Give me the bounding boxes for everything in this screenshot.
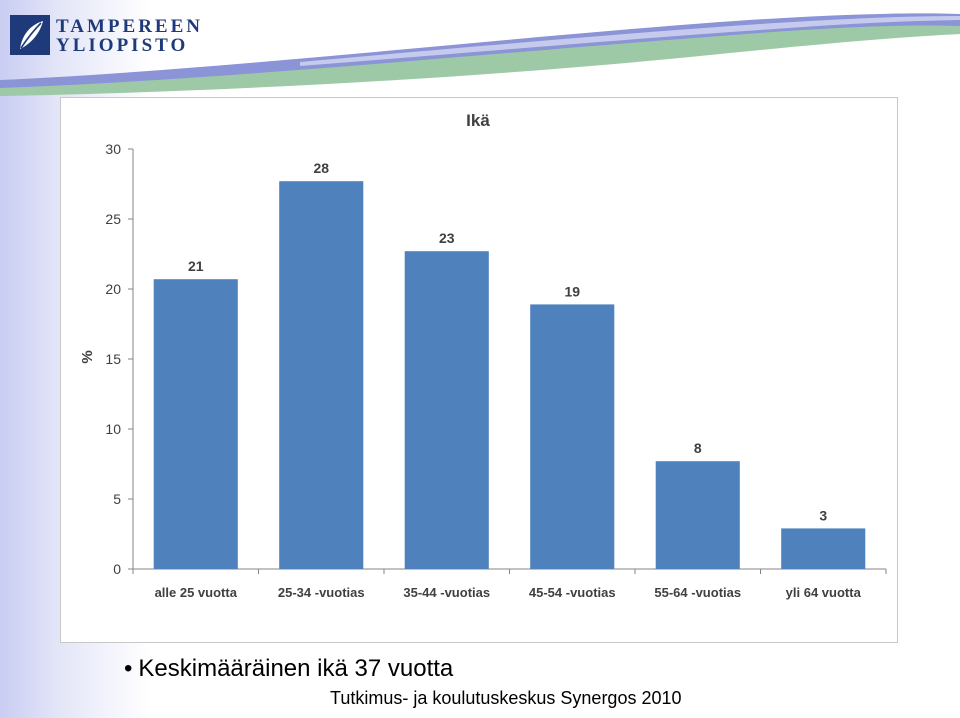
logo-line-2: YLIOPISTO — [56, 35, 189, 56]
x-tick-label: 55-64 -vuotias — [654, 585, 741, 600]
bar — [279, 181, 364, 569]
y-tick-label: 30 — [105, 141, 121, 157]
y-tick-label: 0 — [113, 561, 121, 577]
y-tick-label: 20 — [105, 281, 121, 297]
wave-band-highlight — [300, 16, 960, 66]
bar — [404, 251, 489, 569]
x-tick-label: 45-54 -vuotias — [529, 585, 616, 600]
x-tick-label: yli 64 vuotta — [786, 585, 862, 600]
logo-wordmark: TAMPEREEN YLIOPISTO — [56, 17, 203, 55]
logo-line-1: TAMPEREEN — [56, 16, 203, 37]
bar — [655, 461, 740, 569]
bullet-dot-icon: • — [124, 655, 133, 682]
chart-title: Ikä — [466, 111, 490, 130]
bar — [781, 528, 866, 569]
x-tick-label: 35-44 -vuotias — [403, 585, 490, 600]
summary-bullet: • Keskimääräinen ikä 37 vuotta — [124, 655, 453, 683]
data-label: 23 — [439, 230, 455, 246]
wave-band-blue — [0, 13, 960, 92]
bar-series — [153, 181, 866, 569]
chart-frame: Ikä % 0 5 10 15 20 25 30 alle 25 vuotta 25-34 -… — [60, 97, 898, 643]
bar — [530, 304, 615, 569]
summary-bullet-text: Keskimääräinen ikä 37 vuotta — [138, 655, 454, 682]
data-labels: 21 28 23 19 8 3 — [188, 160, 827, 523]
x-tick-label: 25-34 -vuotias — [278, 585, 365, 600]
x-axis-tick-labels: alle 25 vuotta 25-34 -vuotias 35-44 -vuoti… — [155, 585, 862, 600]
y-tick-label: 15 — [105, 351, 121, 367]
x-tick-label: alle 25 vuotta — [155, 585, 238, 600]
leaf-emblem-icon — [10, 15, 50, 55]
y-tick-label: 25 — [105, 211, 121, 227]
data-label: 21 — [188, 258, 204, 274]
data-label: 8 — [694, 440, 702, 456]
y-tick-label: 5 — [113, 491, 121, 507]
y-tick-label: 10 — [105, 421, 121, 437]
bar-chart: Ikä % 0 5 10 15 20 25 30 alle 25 vuotta 25-34 -… — [79, 111, 887, 600]
data-label: 28 — [313, 160, 329, 176]
data-label: 19 — [564, 283, 580, 299]
y-axis-ticks: 0 5 10 15 20 25 30 — [105, 141, 133, 577]
data-label: 3 — [819, 507, 827, 523]
footer-source: Tutkimus- ja koulutuskeskus Synergos 201… — [330, 688, 682, 708]
header-wave-band — [0, 13, 960, 96]
bar — [153, 279, 238, 569]
y-axis-label: % — [79, 350, 96, 363]
chart-axes — [132, 149, 887, 574]
wave-band-green — [0, 25, 960, 96]
